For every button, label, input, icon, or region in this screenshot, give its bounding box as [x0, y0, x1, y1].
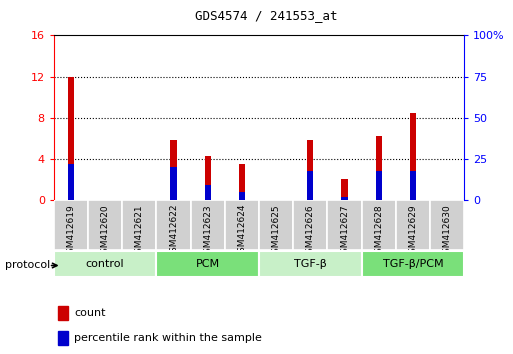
Bar — [170, 167, 176, 200]
Text: count: count — [74, 308, 106, 318]
FancyBboxPatch shape — [396, 200, 430, 250]
Bar — [410, 171, 416, 200]
Bar — [58, 331, 68, 344]
Bar — [58, 306, 68, 320]
Bar — [376, 136, 382, 200]
Text: PCM: PCM — [195, 259, 220, 269]
FancyBboxPatch shape — [259, 251, 362, 277]
Text: TGF-β/PCM: TGF-β/PCM — [383, 259, 443, 269]
Text: GDS4574 / 241553_at: GDS4574 / 241553_at — [195, 9, 338, 22]
FancyBboxPatch shape — [88, 200, 122, 250]
Bar — [205, 156, 211, 200]
Text: GSM412626: GSM412626 — [306, 204, 315, 259]
FancyBboxPatch shape — [293, 200, 327, 250]
Bar — [307, 171, 313, 200]
FancyBboxPatch shape — [362, 251, 464, 277]
FancyBboxPatch shape — [122, 200, 156, 250]
Text: GSM412620: GSM412620 — [101, 204, 110, 259]
Text: GSM412630: GSM412630 — [443, 204, 451, 259]
Bar — [239, 192, 245, 200]
Text: GSM412629: GSM412629 — [408, 204, 418, 259]
Bar — [376, 171, 382, 200]
Text: GSM412621: GSM412621 — [135, 204, 144, 259]
Bar — [342, 179, 348, 200]
Text: GSM412619: GSM412619 — [67, 204, 75, 259]
Bar — [68, 164, 74, 200]
Text: TGF-β: TGF-β — [294, 259, 327, 269]
Bar — [410, 113, 416, 200]
Bar — [68, 76, 74, 200]
Text: GSM412625: GSM412625 — [272, 204, 281, 259]
FancyBboxPatch shape — [259, 200, 293, 250]
Text: GSM412622: GSM412622 — [169, 204, 178, 258]
FancyBboxPatch shape — [225, 200, 259, 250]
Text: protocol: protocol — [5, 261, 50, 270]
Text: percentile rank within the sample: percentile rank within the sample — [74, 332, 262, 343]
Bar — [170, 140, 176, 200]
FancyBboxPatch shape — [156, 251, 259, 277]
FancyBboxPatch shape — [191, 200, 225, 250]
FancyBboxPatch shape — [430, 200, 464, 250]
Text: control: control — [86, 259, 125, 269]
Bar — [342, 197, 348, 200]
Bar — [239, 164, 245, 200]
FancyBboxPatch shape — [54, 251, 156, 277]
Text: GSM412627: GSM412627 — [340, 204, 349, 259]
FancyBboxPatch shape — [327, 200, 362, 250]
Text: GSM412623: GSM412623 — [203, 204, 212, 259]
FancyBboxPatch shape — [54, 200, 88, 250]
FancyBboxPatch shape — [156, 200, 191, 250]
Text: GSM412628: GSM412628 — [374, 204, 383, 259]
Bar — [205, 184, 211, 200]
FancyBboxPatch shape — [362, 200, 396, 250]
Bar — [307, 140, 313, 200]
Text: GSM412624: GSM412624 — [238, 204, 246, 258]
